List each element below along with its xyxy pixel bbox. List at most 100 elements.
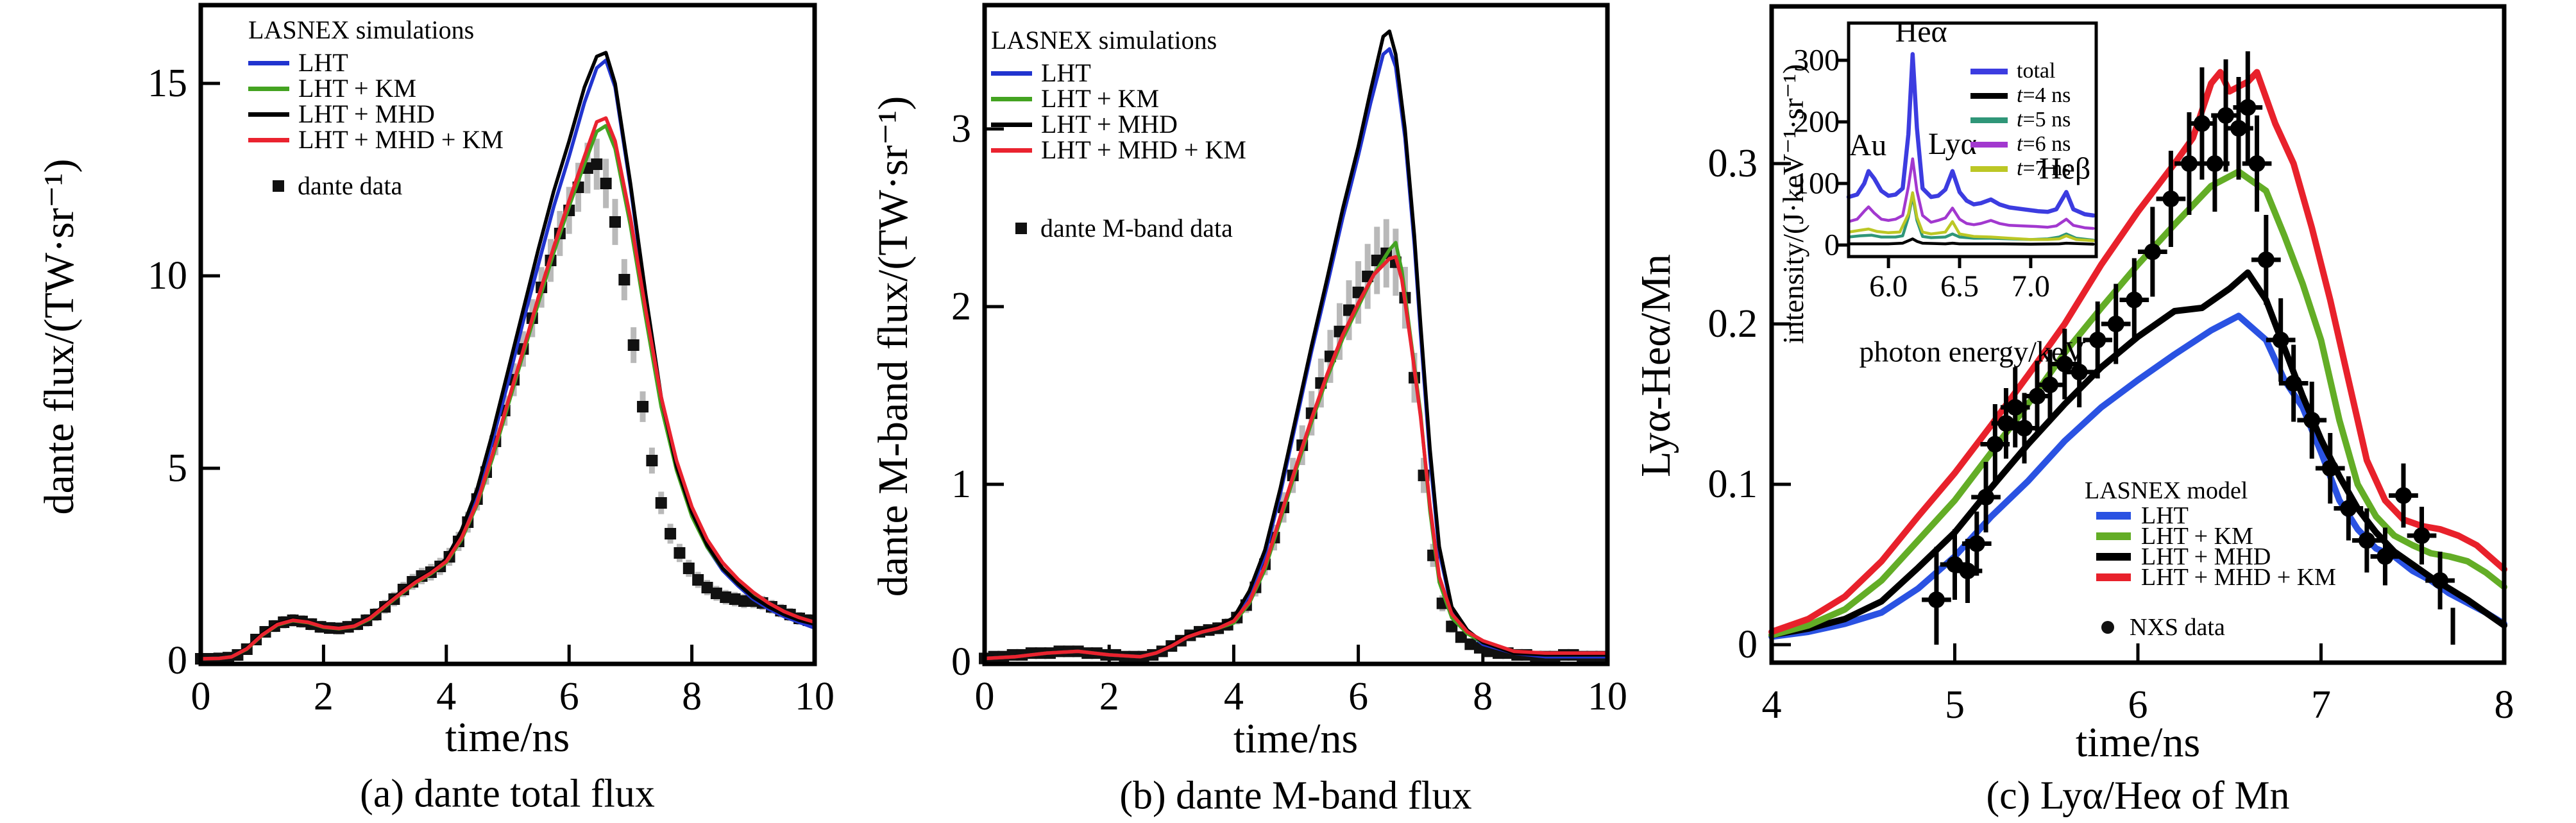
legend-inset-item-t7: t=7 ns	[1970, 157, 2071, 181]
panel-inset-frame	[1847, 21, 2098, 259]
panel-c-data-point	[2272, 332, 2289, 348]
legend-b-item-lht: LHT	[991, 60, 1246, 87]
lht-mhd-km-line-swatch	[2096, 573, 2131, 581]
xaxis-label-c: time/ns	[2075, 719, 2201, 766]
panel-b-xtick-label: 10	[1588, 675, 1627, 718]
panel-b-xtick-label: 8	[1473, 675, 1493, 718]
panel-a-data-point	[701, 582, 713, 593]
panel-a-data-point	[609, 216, 621, 228]
legend-c-label-lht: LHT	[2141, 502, 2189, 529]
panel-c-data-point	[2377, 548, 2394, 565]
panel-b-ytick-label: 0	[951, 640, 971, 684]
panel-c-xtick-label: 7	[2311, 683, 2331, 727]
legend-b-item-lht-mhd-km: LHT + MHD + KM	[991, 135, 1246, 164]
legend-a-label-lht-km: LHT + KM	[298, 74, 417, 103]
panel-c-data-point	[2056, 355, 2073, 373]
panel-a-data-point	[591, 158, 603, 170]
t4-line-swatch	[1970, 92, 2008, 99]
legend-a-item-lht-mhd: LHT + MHD	[248, 101, 504, 128]
annotation-Lyα: Lyα	[1928, 127, 1977, 161]
panel-c-ytick-label: 0.1	[1708, 462, 1758, 506]
xaxis-label-a: time/ns	[445, 714, 570, 761]
legend-a-item-lht-mhd-km: LHT + MHD + KM	[248, 126, 504, 153]
panel-c-data-point	[2239, 99, 2257, 116]
panel-inset-ytick-label: 300	[1793, 44, 1840, 78]
panel-c-data-point	[2285, 375, 2302, 392]
panel-c-series-LHT + MHD + KM	[1768, 69, 2507, 635]
panel-c-data-point	[1987, 436, 2004, 453]
legend-c-item-lht-mhd: LHT + MHD	[2085, 545, 2336, 569]
panel-c-data-point	[2006, 399, 2024, 416]
panel-b-data-point	[1464, 638, 1477, 650]
panel-inset-xtick-label: 6.0	[1869, 269, 1908, 303]
lht-mhd-km-line-swatch	[991, 148, 1032, 153]
panel-a-frame	[198, 3, 817, 666]
panel-b-xtick-label: 2	[1099, 675, 1119, 718]
panel-c-data-point	[2180, 155, 2198, 172]
panel-b-frame	[982, 3, 1610, 666]
panel-c-data-point	[2230, 120, 2248, 137]
panel-a-ytick-label: 10	[148, 254, 187, 298]
panel-c-data-point	[2089, 332, 2106, 348]
legend-inset-item-t5: t=5 ns	[1970, 108, 2071, 132]
legend-b-label-lht-mhd-km: LHT + MHD + KM	[1041, 135, 1246, 164]
panel-c-xtick-label: 5	[1945, 683, 1965, 727]
panel-c-data-point	[2303, 412, 2321, 428]
legend-inset: total t=4 ns t=5 ns t=6 ns t=7 ns	[1970, 59, 2071, 181]
panel-c: 4 5 6 7 8 0 0.1 0.2 0.3	[1708, 4, 2514, 727]
legend-inset-label-t7: =7 ns	[2022, 157, 2071, 180]
legend-c-label-lht-mhd-km: LHT + MHD + KM	[2141, 564, 2336, 591]
caption-panel-b: (b) dante M-band flux	[1119, 774, 1472, 818]
t6-line-swatch	[1970, 141, 2008, 148]
square-marker-icon	[1015, 223, 1027, 234]
panel-c-data-point	[2358, 532, 2375, 549]
legend-a-title: LASNEX simulations	[248, 15, 475, 44]
panel-c-data-point	[2248, 155, 2266, 172]
panel-c-data-point	[1959, 563, 1976, 579]
legend-inset-label-t4: =4 ns	[2022, 83, 2071, 107]
panel-c-data-point	[2217, 107, 2235, 124]
inset-xaxis-label: photon energy/keV	[1859, 335, 2086, 368]
panel-c-data-point	[2257, 251, 2275, 268]
panel-a-series-LHT + MHD + KM	[199, 116, 817, 661]
panel-inset-series-t=4 ns	[1847, 237, 2095, 246]
panel-c-frame	[1769, 4, 2507, 665]
panel-inset-ytick-label: 100	[1793, 167, 1840, 201]
lht-mhd-km-line-swatch	[248, 137, 289, 142]
lht-mhd-line-swatch	[248, 112, 289, 117]
legend-a-label-dante-data: dante data	[298, 171, 403, 200]
panel-b-ytick-label: 2	[951, 285, 971, 328]
lht-km-line-swatch	[991, 96, 1032, 101]
legend-c-title: LASNEX model	[2085, 477, 2248, 504]
caption-panel-c: (c) Lyα/Heα of Mn	[1986, 774, 2290, 818]
panel-inset-series-t=7 ns	[1847, 191, 2095, 242]
panel-a-ytick-label: 5	[167, 446, 187, 490]
panel-a-xtick-label: 6	[559, 675, 579, 718]
legend-b-item-dante-mband-data: dante M-band data	[991, 215, 1246, 242]
legend-a-item-lht: LHT	[248, 49, 504, 76]
legend-inset-item-t6: t=6 ns	[1970, 132, 2071, 157]
legend-inset-label-total: total	[2017, 59, 2056, 83]
panel-c-xtick-label: 6	[2128, 683, 2148, 727]
panel-a-xtick-label: 8	[682, 675, 702, 718]
panel-a-xtick-label: 4	[436, 675, 456, 718]
lht-line-swatch	[248, 60, 289, 65]
inset-yaxis-label: intensity/(J·keV⁻¹·sr⁻¹)	[1777, 64, 1809, 344]
panel-a-data-point	[618, 274, 631, 285]
panel-c-ytick-label: 0.3	[1708, 142, 1758, 185]
panel-inset-series-total	[1846, 52, 2096, 218]
legend-c-label-nxs-data: NXS data	[2130, 614, 2225, 641]
annotation-Heα: Heα	[1895, 15, 1947, 49]
circle-marker-icon	[2101, 621, 2114, 634]
panel-b-series-LHT + MHD + KM	[983, 255, 1609, 661]
xaxis-label-b: time/ns	[1233, 715, 1359, 762]
legend-b-item-lht-mhd: LHT + MHD	[991, 111, 1246, 138]
panel-c-data-point	[2321, 460, 2339, 477]
panel-a-xtick-label: 2	[314, 675, 334, 718]
panel-c-data-point	[2126, 291, 2143, 309]
legend-b-title: LASNEX simulations	[991, 26, 1217, 55]
panel-c-xtick-label: 8	[2495, 683, 2514, 727]
panel-b-data-point	[1446, 620, 1458, 632]
